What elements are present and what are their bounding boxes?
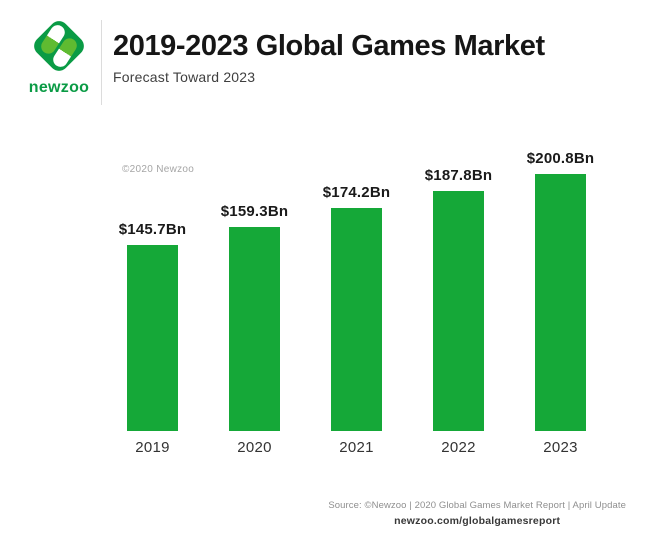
bar-2022	[433, 191, 484, 431]
bar-group-2021: $174.2Bn 2021	[323, 184, 390, 456]
footer: Source: ©Newzoo | 2020 Global Games Mark…	[328, 500, 626, 527]
copyright-watermark: ©2020 Newzoo	[122, 164, 195, 175]
page-subtitle: Forecast Toward 2023	[113, 69, 256, 85]
bar-value-label-2022: $187.8Bn	[424, 167, 493, 184]
bar-2020	[229, 227, 280, 431]
source-url: newzoo.com/globalgamesreport	[394, 515, 561, 527]
x-axis-label-2023: 2023	[543, 439, 578, 456]
bar-group-2022: $187.8Bn 2022	[425, 167, 492, 456]
x-axis-label-2020: 2020	[237, 439, 272, 456]
header-divider	[101, 20, 102, 105]
bar-group-2023: $200.8Bn 2023	[527, 150, 594, 456]
bar-chart: $145.7Bn 2019 $159.3Bn 2020 $174.2Bn 2021 $187…	[119, 150, 594, 456]
newzoo-logo-icon	[34, 21, 84, 71]
bar-value-label-2023: $200.8Bn	[526, 150, 595, 167]
page-title: 2019-2023 Global Games Market	[113, 30, 545, 62]
x-axis-label-2019: 2019	[135, 439, 170, 456]
bar-2021	[331, 208, 382, 431]
bar-group-2019: $145.7Bn 2019	[119, 221, 186, 456]
bar-2019	[127, 245, 178, 431]
bar-group-2020: $159.3Bn 2020	[221, 203, 288, 456]
newzoo-logo: newzoo	[26, 16, 92, 97]
x-axis-label-2022: 2022	[441, 439, 476, 456]
x-axis-label-2021: 2021	[339, 439, 374, 456]
bar-value-label-2020: $159.3Bn	[220, 203, 289, 220]
bar-2023	[535, 174, 586, 431]
bar-value-label-2021: $174.2Bn	[322, 184, 391, 201]
source-text: Source: ©Newzoo | 2020 Global Games Mark…	[328, 500, 626, 511]
title-block: 2019-2023 Global Games Market Forecast T…	[113, 31, 545, 85]
bar-value-label-2019: $145.7Bn	[118, 221, 187, 238]
newzoo-wordmark: newzoo	[28, 79, 90, 96]
